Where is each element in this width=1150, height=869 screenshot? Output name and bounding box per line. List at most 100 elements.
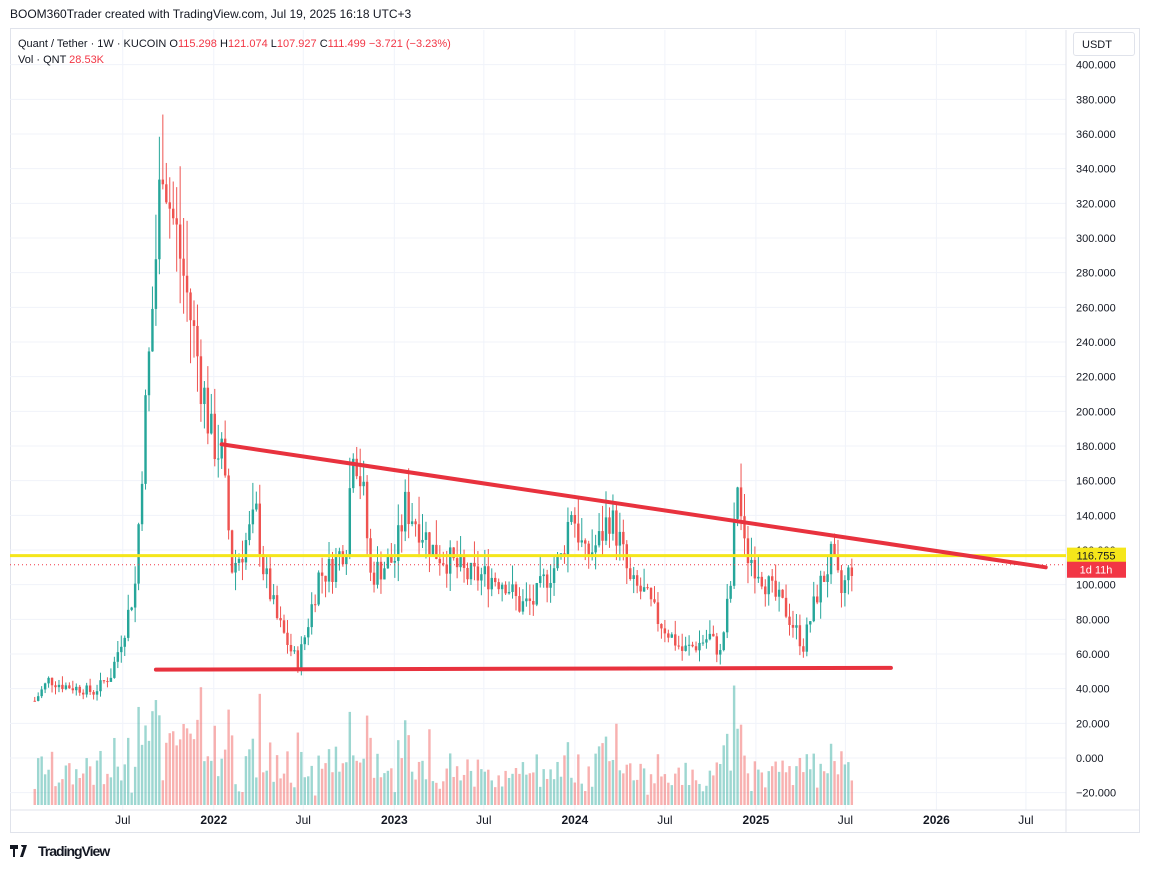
volume-bar [36, 758, 40, 805]
volume-bar [653, 783, 656, 805]
candle-body [815, 596, 819, 603]
candle-body [303, 637, 307, 645]
volume-bar [511, 773, 514, 805]
volume-bar [390, 768, 393, 805]
volume-bar [397, 740, 400, 805]
candle-body [781, 589, 784, 598]
volume-bar [490, 780, 493, 805]
candle-body [272, 595, 275, 600]
candle-body [36, 696, 40, 701]
volume-bar [525, 774, 528, 805]
tradingview-footer[interactable]: TradingView [10, 843, 110, 859]
candle-body [843, 580, 847, 594]
x-tick-label: Jul [115, 813, 130, 827]
volume-bar [660, 776, 663, 805]
volume-bar [327, 749, 331, 805]
volume-bar [109, 777, 113, 805]
candle-body [750, 559, 753, 564]
open-label: O [169, 38, 178, 50]
volume-bar [563, 755, 566, 805]
volume-bar [403, 720, 407, 805]
candle-body [715, 636, 719, 655]
volume-bar [764, 787, 767, 805]
volume-bar [206, 756, 210, 805]
candle-body [50, 677, 54, 686]
y-tick-label: 360.000 [1076, 129, 1116, 141]
volume-bar [725, 733, 729, 805]
x-tick-label: Jul [296, 813, 311, 827]
candle-body [764, 586, 767, 595]
volume-bar [584, 791, 587, 805]
volume-bar [99, 750, 102, 805]
candle-body [694, 646, 698, 651]
candle-body [320, 572, 324, 576]
candle-body [431, 544, 435, 557]
candle-body [140, 483, 144, 525]
volume-bar [677, 767, 680, 805]
candle-body [438, 558, 442, 564]
volume-bar [81, 773, 85, 805]
candle-body [424, 532, 428, 540]
volume-bar [649, 774, 653, 805]
volume-bar [442, 781, 445, 805]
volume-bar [113, 737, 116, 805]
volume-bar [736, 728, 739, 805]
candle-body [220, 438, 223, 459]
candle-body [691, 644, 694, 647]
candle-body [244, 540, 248, 563]
volume-bar [781, 760, 784, 805]
y-tick-label: 340.000 [1076, 164, 1116, 176]
candle-body [784, 597, 788, 617]
volume-bar [144, 725, 147, 805]
volume-bar [494, 787, 497, 805]
candle-body [729, 585, 732, 599]
currency-button[interactable]: USDT [1073, 32, 1135, 56]
candle-body [649, 587, 653, 600]
candle-body [296, 650, 300, 670]
y-tick-label: 240.000 [1076, 337, 1116, 349]
x-tick-label: Jul [476, 813, 491, 827]
volume-bar [244, 756, 248, 805]
volume-bar [812, 753, 815, 805]
volume-bar [836, 774, 840, 805]
symbol-label[interactable]: Quant / Tether · 1W · KUCOIN [18, 38, 167, 50]
volume-bar [168, 733, 171, 805]
candle-body [185, 275, 189, 293]
candle-body [175, 218, 178, 225]
volume-bar [78, 777, 81, 805]
horizontal-level-label: 116.755 [1077, 551, 1116, 563]
volume-bar [552, 779, 556, 805]
candle-body [213, 413, 216, 460]
candle-body [414, 521, 417, 525]
y-tick-label: 180.000 [1076, 441, 1116, 453]
candle-body [172, 208, 175, 219]
candle-body [258, 503, 261, 555]
candle-body [189, 292, 192, 321]
volume-bar [815, 787, 819, 805]
volume-bar [784, 772, 788, 805]
volume-bar [753, 761, 757, 805]
candle-body [788, 616, 791, 625]
candle-body [289, 644, 293, 652]
candle-body [732, 518, 736, 586]
volume-bar [542, 769, 545, 805]
volume-bar [646, 794, 649, 805]
candle-body [511, 584, 514, 592]
volume-bar [365, 715, 369, 805]
volume-bar [61, 779, 64, 805]
candle-body [518, 596, 521, 612]
candle-body [178, 224, 182, 259]
volume-bar [223, 749, 227, 805]
x-tick-label: 2023 [381, 813, 408, 827]
candle-body [158, 179, 161, 260]
x-tick-label: Jul [1018, 813, 1033, 827]
candle-body [417, 524, 421, 543]
volume-bar [687, 785, 691, 805]
volume-label[interactable]: Vol · QNT [18, 54, 67, 66]
candle-body [483, 566, 487, 575]
candle-body [327, 558, 331, 582]
candle-body [646, 587, 649, 589]
volume-bar [320, 768, 324, 805]
candle-body [92, 691, 95, 695]
